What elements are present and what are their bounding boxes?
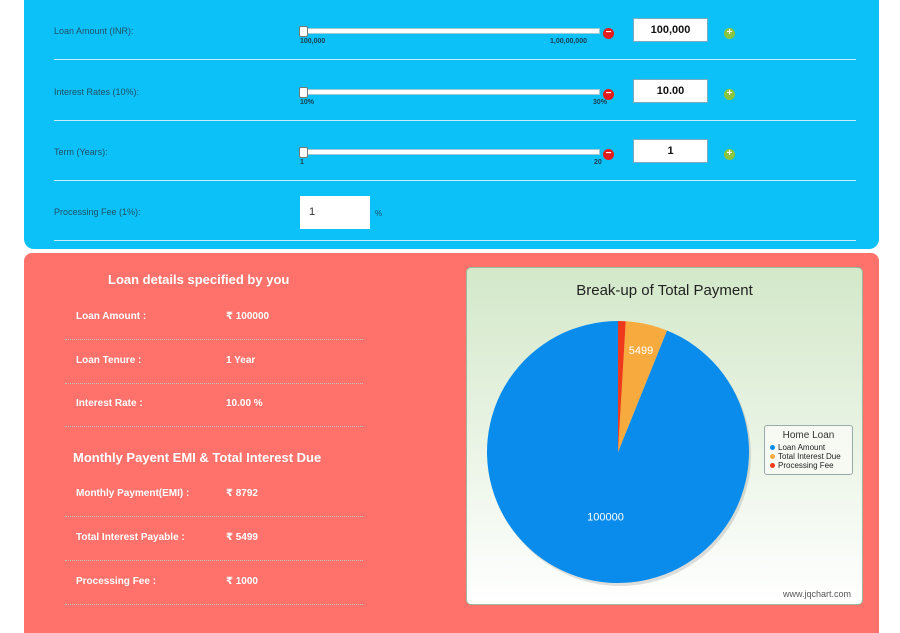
legend-label: Processing Fee	[778, 461, 834, 470]
legend-label: Total Interest Due	[778, 452, 841, 461]
legend-item-processing-fee: Processing Fee	[770, 461, 834, 470]
legend-dot	[770, 454, 775, 460]
term-field[interactable]: 1	[633, 139, 708, 163]
detail-row-emi: Monthly Payment(EMI) : ₹ 8792	[65, 473, 363, 517]
loan-amount-slider[interactable]	[299, 26, 600, 37]
interest-rate-row: Interest Rates (10%): 10% 30% − 10.00 +	[54, 61, 856, 121]
detail-label: Loan Tenure :	[76, 355, 142, 366]
detail-value: ₹ 100000	[226, 311, 270, 322]
legend-dot	[770, 445, 775, 451]
legend-dot	[770, 463, 775, 469]
slider-handle[interactable]	[299, 26, 308, 37]
loan-input-panel: Loan Amount (INR): 100,000 1,00,00,000 −…	[24, 0, 879, 249]
detail-value: ₹ 5499	[226, 532, 258, 543]
pie-data-label: 100000	[587, 511, 624, 523]
slider-min-label: 10%	[300, 99, 315, 106]
chart-title: Break-up of Total Payment	[576, 282, 753, 299]
pie-slice-total-interest-due[interactable]	[618, 321, 668, 452]
legend-label: Loan Amount	[778, 443, 826, 452]
legend-title: Home Loan	[782, 430, 835, 441]
loan-amount-label: Loan Amount (INR):	[54, 26, 134, 36]
interest-rate-slider[interactable]	[299, 87, 600, 98]
processing-fee-row: Processing Fee (1%): 1 %	[54, 181, 856, 241]
detail-label: Monthly Payment(EMI) :	[76, 488, 190, 499]
legend-item-loan-amount: Loan Amount	[770, 443, 825, 452]
detail-value: 1 Year	[226, 355, 256, 366]
slider-min-label: 100,000	[300, 38, 326, 45]
detail-label: Processing Fee :	[76, 576, 157, 587]
term-label: Term (Years):	[54, 147, 108, 157]
chart-credit[interactable]: www.jqchart.com	[782, 589, 851, 599]
detail-label: Loan Amount :	[76, 311, 147, 322]
term-row: Term (Years): 1 20 − 1 +	[54, 121, 856, 181]
slider-min-label: 1	[300, 159, 304, 166]
loan-amount-field[interactable]: 100,000	[633, 18, 708, 42]
interest-rate-field[interactable]: 10.00	[633, 79, 708, 103]
slider-max-label: 20	[594, 159, 602, 166]
slider-max-label: 1,00,00,000	[550, 38, 587, 45]
decrease-button[interactable]: −	[603, 89, 614, 100]
processing-fee-field[interactable]: 1	[300, 196, 370, 229]
detail-value: 10.00 %	[226, 398, 263, 409]
detail-label: Interest Rate :	[76, 398, 143, 409]
slider-handle[interactable]	[299, 87, 308, 98]
legend-item-interest: Total Interest Due	[770, 452, 841, 461]
decrease-button[interactable]: −	[603, 28, 614, 39]
term-slider[interactable]	[299, 147, 600, 158]
loan-amount-row: Loan Amount (INR): 100,000 1,00,00,000 −…	[54, 0, 856, 60]
detail-row-interest: Interest Rate : 10.00 %	[65, 383, 363, 427]
interest-rate-label: Interest Rates (10%):	[54, 87, 140, 97]
pie-slice-processing-fee[interactable]	[618, 321, 626, 452]
detail-row-total-interest: Total Interest Payable : ₹ 5499	[65, 517, 363, 561]
detail-label: Total Interest Payable :	[76, 532, 185, 543]
increase-button[interactable]: +	[724, 28, 735, 39]
decrease-button[interactable]: −	[603, 149, 614, 160]
percent-unit: %	[375, 209, 383, 218]
pie-data-label: 5499	[629, 345, 653, 357]
detail-row-loan-amount: Loan Amount : ₹ 100000	[65, 296, 363, 340]
slider-max-label: 30%	[593, 99, 608, 106]
loan-details-title: Loan details specified by you	[108, 272, 290, 287]
processing-fee-label: Processing Fee (1%):	[54, 207, 141, 217]
increase-button[interactable]: +	[724, 89, 735, 100]
detail-row-tenure: Loan Tenure : 1 Year	[65, 340, 363, 384]
emi-title: Monthly Payent EMI & Total Interest Due	[73, 450, 322, 465]
chart-legend: Home Loan Loan Amount Total Interest Due…	[764, 425, 853, 475]
detail-value: ₹ 8792	[226, 488, 258, 499]
results-panel: Loan details specified by you Loan Amoun…	[24, 253, 879, 633]
pie-chart-svg: 100000 5499	[487, 321, 751, 586]
detail-value: ₹ 1000	[226, 576, 258, 587]
slider-handle[interactable]	[299, 147, 308, 158]
detail-row-processing-fee: Processing Fee : ₹ 1000	[65, 561, 363, 605]
pie-chart: Break-up of Total Payment 100000 5499 Hom…	[466, 267, 863, 605]
increase-button[interactable]: +	[724, 149, 735, 160]
